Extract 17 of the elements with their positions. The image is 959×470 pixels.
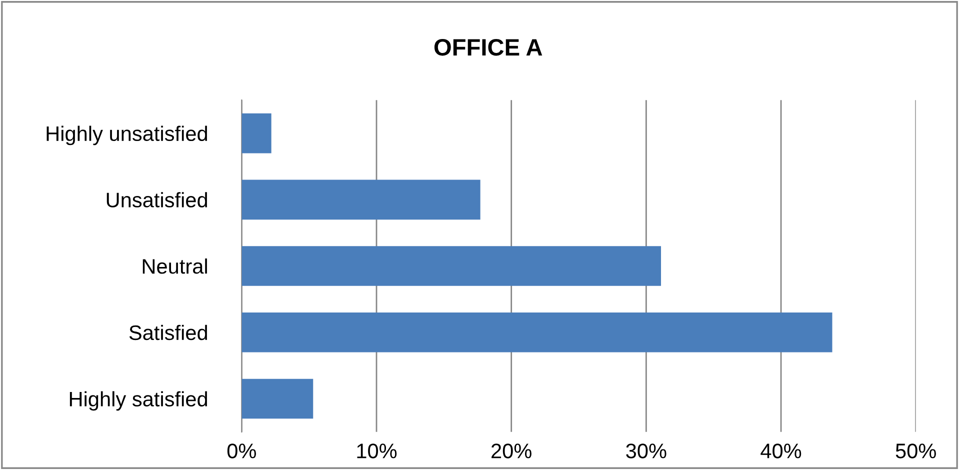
y-tick-label: Highly unsatisfied [46,126,207,146]
x-tick-label: 40% [760,444,802,458]
x-tick-label: 50% [896,444,936,458]
y-tick-label: Highly satisfied [70,391,207,411]
x-tick-label: 10% [357,444,397,458]
bar [242,378,314,419]
bar [242,246,662,286]
bar [242,180,480,220]
x-tick-label: 20% [492,444,532,458]
y-tick-label: Satisfied [129,324,207,340]
bar [242,113,272,154]
chart-title: OFFICE A [434,38,542,56]
y-tick-label: Neutral [142,258,207,274]
x-tick-label: 30% [626,444,666,458]
x-tick-label: 0% [227,444,256,458]
bar [242,312,832,352]
y-tick-label: Unsatisfied [106,192,207,208]
